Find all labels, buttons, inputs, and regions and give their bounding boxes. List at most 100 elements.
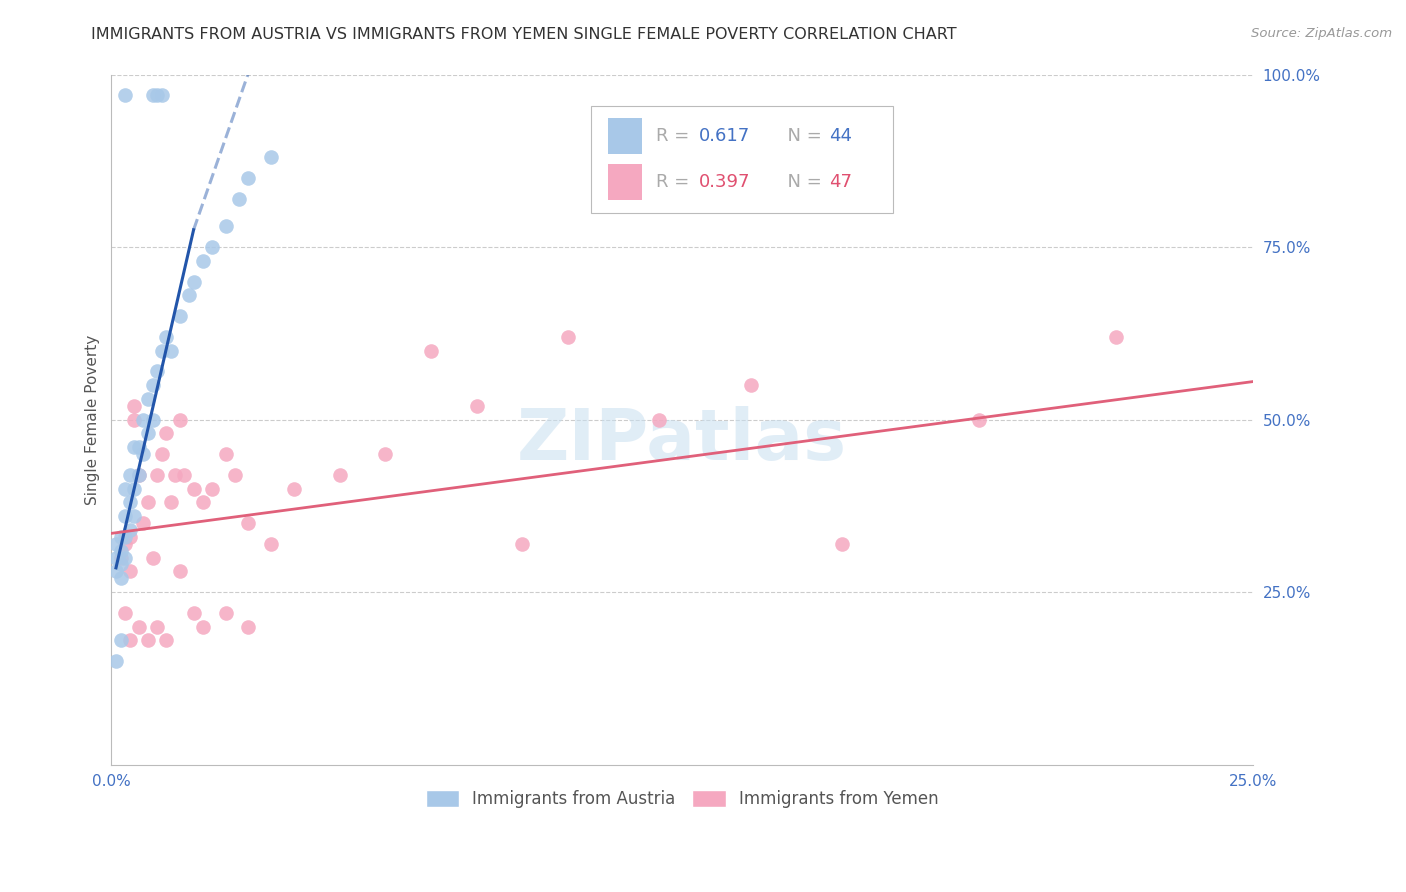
Point [141, 378, 163, 392]
Point [104, 550, 127, 565]
Point [128, 467, 150, 482]
Point [118, 523, 141, 537]
Point [150, 88, 173, 103]
Text: N =: N = [776, 127, 827, 145]
Point [228, 192, 250, 206]
Point [173, 467, 195, 482]
Text: IMMIGRANTS FROM AUSTRIA VS IMMIGRANTS FROM YEMEN SINGLE FEMALE POVERTY CORRELATI: IMMIGRANTS FROM AUSTRIA VS IMMIGRANTS FR… [91, 27, 957, 42]
Point [110, 571, 132, 585]
Point [238, 516, 260, 530]
Legend: Immigrants from Austria, Immigrants from Yemen: Immigrants from Austria, Immigrants from… [419, 783, 945, 814]
Point [155, 426, 177, 441]
Point [260, 537, 283, 551]
Point [104, 537, 127, 551]
Text: R =: R = [657, 173, 695, 191]
Point [141, 88, 163, 103]
Point [191, 253, 214, 268]
Point [122, 482, 145, 496]
Point [420, 343, 443, 358]
Point [224, 467, 246, 482]
Point [104, 654, 127, 668]
Point [465, 399, 488, 413]
Point [169, 564, 191, 578]
Point [114, 606, 136, 620]
Y-axis label: Single Female Poverty: Single Female Poverty [86, 334, 100, 505]
Point [165, 467, 187, 482]
Point [155, 329, 177, 343]
Point [557, 329, 579, 343]
Point [183, 606, 205, 620]
Point [831, 537, 853, 551]
Point [132, 447, 155, 461]
Point [114, 509, 136, 524]
Point [114, 482, 136, 496]
Point [136, 426, 159, 441]
Point [128, 619, 150, 633]
Point [110, 530, 132, 544]
Point [150, 343, 173, 358]
Point [136, 633, 159, 648]
Point [1105, 329, 1128, 343]
Point [214, 219, 236, 234]
Point [183, 275, 205, 289]
Point [512, 537, 534, 551]
Point [150, 447, 173, 461]
Text: Source: ZipAtlas.com: Source: ZipAtlas.com [1251, 27, 1392, 40]
Point [146, 467, 169, 482]
Point [183, 482, 205, 496]
Point [110, 550, 132, 565]
Text: 44: 44 [830, 127, 852, 145]
Point [146, 88, 169, 103]
Text: 0.397: 0.397 [699, 173, 751, 191]
Point [114, 537, 136, 551]
Point [146, 364, 169, 378]
Point [191, 619, 214, 633]
Point [283, 482, 305, 496]
Point [141, 412, 163, 426]
Point [214, 606, 236, 620]
Point [155, 633, 177, 648]
Point [141, 550, 163, 565]
Point [104, 564, 127, 578]
Point [122, 412, 145, 426]
Point [169, 309, 191, 323]
Point [114, 550, 136, 565]
Text: R =: R = [657, 127, 695, 145]
Point [238, 171, 260, 186]
Point [114, 88, 136, 103]
Point [118, 530, 141, 544]
Bar [607, 164, 643, 200]
Point [132, 412, 155, 426]
Point [214, 447, 236, 461]
Point [122, 399, 145, 413]
Point [118, 467, 141, 482]
Point [128, 467, 150, 482]
Point [740, 378, 762, 392]
Point [114, 530, 136, 544]
Point [374, 447, 396, 461]
Point [329, 467, 352, 482]
Point [110, 543, 132, 558]
Point [169, 412, 191, 426]
FancyBboxPatch shape [591, 105, 893, 212]
Point [128, 440, 150, 454]
Point [159, 343, 181, 358]
Point [118, 495, 141, 509]
Point [201, 240, 224, 254]
Point [159, 495, 181, 509]
Point [238, 619, 260, 633]
Point [122, 509, 145, 524]
Point [122, 440, 145, 454]
Point [110, 633, 132, 648]
Point [110, 558, 132, 572]
Point [177, 288, 200, 302]
Text: 0.617: 0.617 [699, 127, 751, 145]
Point [118, 633, 141, 648]
Point [967, 412, 990, 426]
Point [648, 412, 671, 426]
Point [191, 495, 214, 509]
Point [260, 150, 283, 164]
Point [146, 619, 169, 633]
Point [136, 495, 159, 509]
Point [132, 516, 155, 530]
